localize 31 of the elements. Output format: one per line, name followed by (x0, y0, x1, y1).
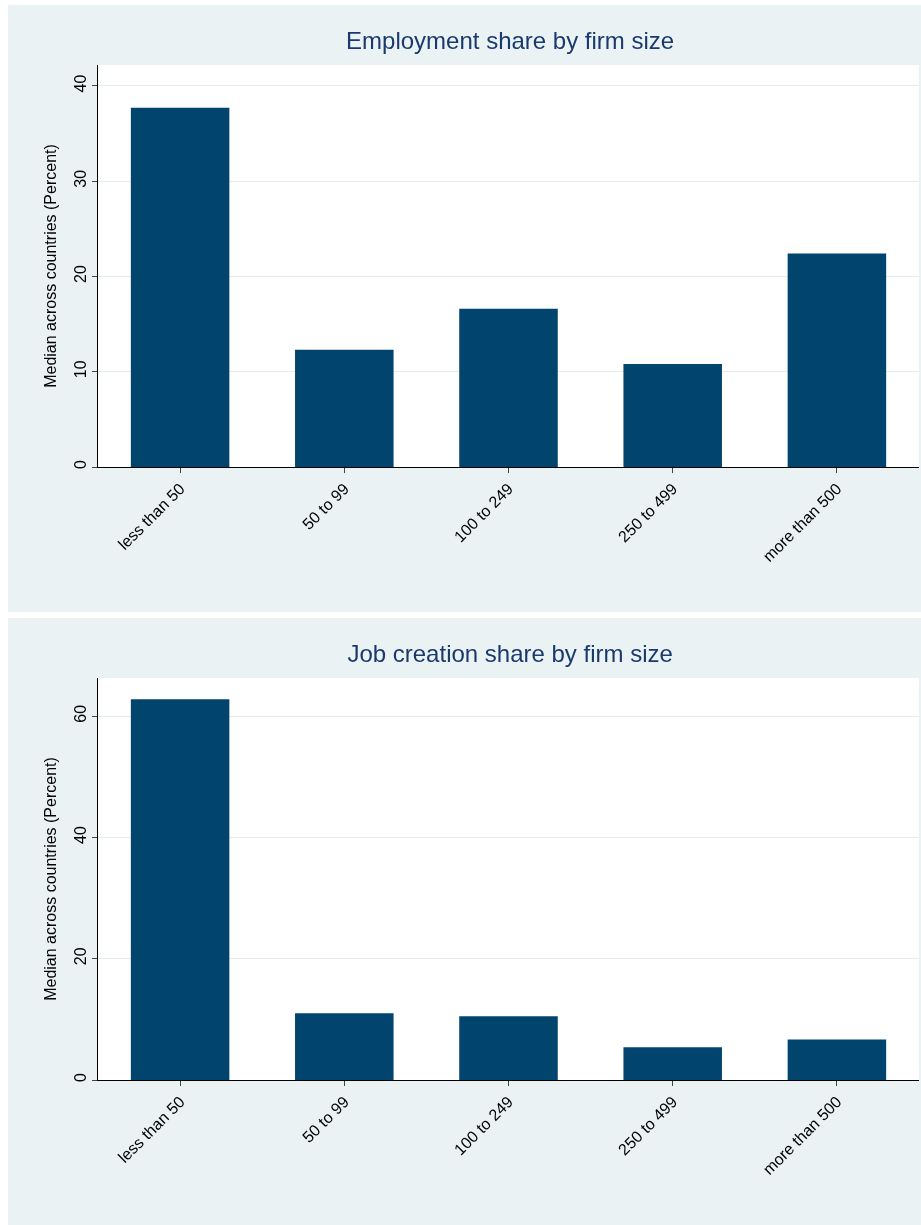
x-tick-label: less than 50 (114, 1092, 188, 1166)
bar (295, 349, 394, 467)
y-tick-label: 20 (71, 947, 89, 966)
y-tick-label: 0 (71, 460, 89, 470)
y-tick-label: 40 (71, 826, 89, 844)
chart-title: Employment share by firm size (346, 27, 675, 55)
x-tick-label: 100 to 249 (450, 1092, 517, 1159)
bar (623, 364, 722, 467)
x-tick-label: 250 to 499 (614, 479, 681, 546)
y-tick-label: 10 (71, 360, 89, 379)
bar (459, 1016, 558, 1080)
x-tick-label: 50 to 99 (299, 1092, 353, 1146)
bar (787, 1039, 887, 1080)
bar (130, 107, 230, 467)
y-tick-label: 0 (71, 1073, 89, 1083)
bar (623, 1047, 722, 1080)
bar (130, 699, 230, 1080)
x-tick-label: less than 50 (114, 479, 188, 553)
bar (295, 1013, 394, 1080)
y-tick-label: 60 (71, 704, 89, 723)
bar (459, 308, 558, 467)
y-tick-label: 30 (71, 169, 89, 188)
y-axis-title: Median across countries (Percent) (42, 144, 59, 388)
chart-title: Job creation share by firm size (347, 640, 673, 668)
y-tick-label: 20 (71, 265, 89, 283)
x-tick-label: 250 to 499 (614, 1092, 681, 1159)
x-tick-label: 50 to 99 (299, 479, 353, 533)
bar (787, 253, 887, 467)
y-tick-label: 40 (71, 74, 89, 93)
x-tick-label: 100 to 249 (450, 479, 517, 546)
y-axis-title: Median across countries (Percent) (42, 757, 59, 1001)
